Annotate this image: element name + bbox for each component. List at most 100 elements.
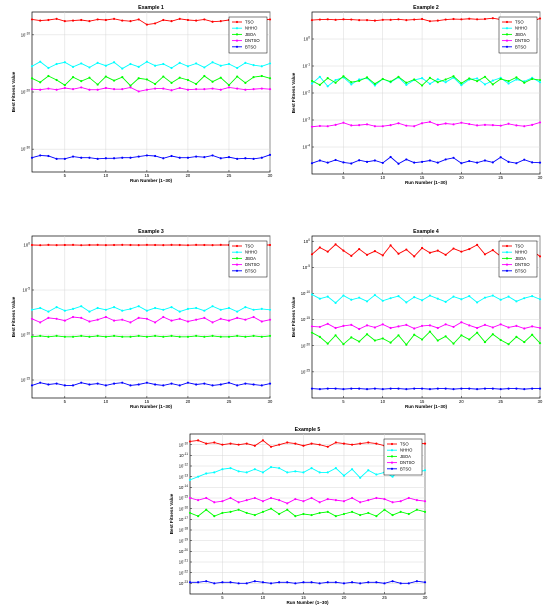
series-btso <box>30 381 272 387</box>
y-tick-base: 10 <box>302 265 307 270</box>
data-point <box>170 89 173 92</box>
data-point <box>244 157 247 160</box>
series-line <box>311 76 541 87</box>
data-point <box>104 335 107 338</box>
data-point <box>80 305 83 308</box>
legend-marker <box>235 27 239 30</box>
data-point <box>227 335 231 338</box>
data-point <box>405 323 408 326</box>
data-point <box>342 512 346 516</box>
data-point <box>373 82 376 85</box>
data-point <box>460 387 463 390</box>
data-point <box>197 439 200 442</box>
data-point <box>260 307 263 310</box>
data-point <box>538 326 542 330</box>
data-point <box>252 157 255 160</box>
data-point <box>326 387 329 390</box>
data-point <box>476 326 479 330</box>
y-tick-exponent: -30 <box>25 146 30 150</box>
data-point <box>129 62 132 66</box>
data-point <box>236 334 239 337</box>
data-point <box>30 77 34 80</box>
data-point <box>358 327 361 331</box>
y-tick-label: 10-10 <box>21 332 31 338</box>
data-point <box>195 306 198 310</box>
data-point <box>268 18 272 21</box>
data-point <box>145 381 148 384</box>
y-axis-label: Best Fitness Value <box>169 493 174 534</box>
x-tick-label: 30 <box>268 173 273 178</box>
data-point <box>460 82 463 85</box>
data-point <box>63 157 66 160</box>
data-point <box>211 321 214 324</box>
y-tick-base: 10 <box>179 442 184 447</box>
data-point <box>420 84 424 87</box>
data-point <box>483 17 487 21</box>
data-point <box>244 61 247 64</box>
legend-label: BTSO <box>400 466 412 471</box>
y-tick-label: 10-22 <box>179 569 189 575</box>
data-point <box>310 19 314 22</box>
data-point <box>80 244 83 247</box>
data-point <box>375 581 378 584</box>
y-tick-base: 10 <box>301 369 306 374</box>
data-point <box>476 77 479 80</box>
data-point <box>219 243 222 247</box>
y-tick-base: 10 <box>22 288 27 293</box>
data-point <box>221 443 224 446</box>
data-point <box>399 500 402 503</box>
x-tick-label: 20 <box>459 175 464 180</box>
data-point <box>367 499 370 502</box>
data-point <box>39 244 42 247</box>
data-point <box>197 499 200 502</box>
data-point <box>137 77 140 80</box>
data-point <box>47 74 50 78</box>
data-point <box>229 442 232 445</box>
y-tick-exponent: -18 <box>183 527 188 531</box>
data-point <box>420 338 424 341</box>
data-point <box>286 471 289 474</box>
data-point <box>219 64 222 67</box>
data-point <box>104 18 107 22</box>
data-point <box>420 160 424 163</box>
data-point <box>268 77 272 80</box>
data-point <box>397 75 400 78</box>
data-point <box>538 342 542 345</box>
data-point <box>350 18 353 21</box>
data-point <box>88 383 91 386</box>
data-point <box>245 582 248 585</box>
legend-label: JBOA <box>515 256 526 261</box>
y-tick-label: 10-20 <box>21 89 31 95</box>
y-tick-base: 10 <box>301 343 306 348</box>
data-point <box>170 243 173 247</box>
y-tick-label: 100 <box>304 36 311 42</box>
legend-marker <box>505 263 509 266</box>
data-point <box>359 501 362 504</box>
data-point <box>170 154 173 158</box>
data-point <box>310 581 313 584</box>
data-point <box>326 18 329 21</box>
data-point <box>104 384 107 387</box>
data-point <box>420 77 424 80</box>
data-point <box>211 61 214 64</box>
legend-marker <box>235 39 239 42</box>
data-point <box>350 124 353 127</box>
data-point <box>211 334 214 337</box>
data-point <box>195 318 198 321</box>
y-tick-label: 100 <box>304 238 311 244</box>
legend-label: NHHO <box>245 250 258 255</box>
data-point <box>365 388 369 391</box>
y-tick-exponent: -10 <box>25 332 30 336</box>
data-point <box>428 159 432 162</box>
data-point <box>63 384 66 387</box>
data-point <box>391 513 394 517</box>
data-point <box>154 87 157 90</box>
data-point <box>444 18 447 21</box>
data-point <box>112 334 116 337</box>
y-tick-exponent: -14 <box>183 484 188 488</box>
data-point <box>415 499 418 502</box>
data-point <box>211 80 214 83</box>
x-axis-label: Run Number (1–30) <box>286 600 329 605</box>
data-point <box>112 61 116 64</box>
